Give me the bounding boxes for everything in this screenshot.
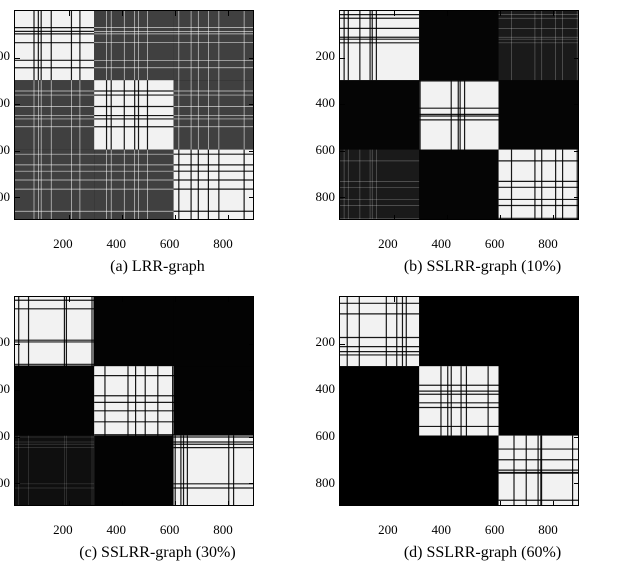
ytick-label: 400 [316,95,336,111]
xtick-label: 600 [485,236,505,252]
figure-grid: 200 400 600 800 200 400 600 800 (a) LRR-… [10,10,630,562]
xtick-label: 200 [378,236,398,252]
panel-d-caption: (d) SSLRR-graph (60%) [335,542,630,562]
panel-a: 200 400 600 800 200 400 600 800 (a) LRR-… [10,10,305,276]
ytick-label: 800 [0,475,10,491]
panel-d-xaxis: 200 400 600 800 [339,522,630,542]
ytick-label: 600 [0,428,10,444]
xtick-label: 600 [160,522,180,538]
ytick-label: 200 [0,48,10,64]
xtick-label: 200 [53,522,73,538]
xtick-label: 600 [160,236,180,252]
ytick-label: 600 [316,142,336,158]
xtick-label: 400 [107,522,127,538]
xtick-label: 400 [432,522,452,538]
ytick-label: 800 [0,189,10,205]
xtick-label: 400 [107,236,127,252]
ytick-label: 600 [0,142,10,158]
panel-a-heatmap [14,10,254,220]
panel-b: 200 400 600 800 200 400 600 800 (b) SSLR… [335,10,630,276]
xtick-label: 800 [538,236,558,252]
panel-a-xaxis: 200 400 600 800 [14,236,305,256]
ytick-label: 400 [0,381,10,397]
panel-b-caption: (b) SSLRR-graph (10%) [335,256,630,276]
panel-c: 200 400 600 800 200 400 600 800 (c) SSLR… [10,296,305,562]
ytick-label: 400 [316,381,336,397]
xtick-label: 800 [213,522,233,538]
xtick-label: 800 [213,236,233,252]
ytick-label: 800 [316,189,336,205]
panel-c-xaxis: 200 400 600 800 [14,522,305,542]
ytick-label: 200 [316,48,336,64]
panel-d: 200 400 600 800 200 400 600 800 (d) SSLR… [335,296,630,562]
ytick-label: 400 [0,95,10,111]
xtick-label: 600 [485,522,505,538]
panel-d-heatmap [339,296,579,506]
ytick-label: 800 [316,475,336,491]
xtick-label: 800 [538,522,558,538]
ytick-label: 600 [316,428,336,444]
ytick-label: 200 [316,334,336,350]
xtick-label: 400 [432,236,452,252]
ytick-label: 200 [0,334,10,350]
xtick-label: 200 [53,236,73,252]
panel-a-caption: (a) LRR-graph [10,256,305,276]
panel-c-heatmap [14,296,254,506]
xtick-label: 200 [378,522,398,538]
panel-b-heatmap [339,10,579,220]
panel-b-xaxis: 200 400 600 800 [339,236,630,256]
panel-c-caption: (c) SSLRR-graph (30%) [10,542,305,562]
